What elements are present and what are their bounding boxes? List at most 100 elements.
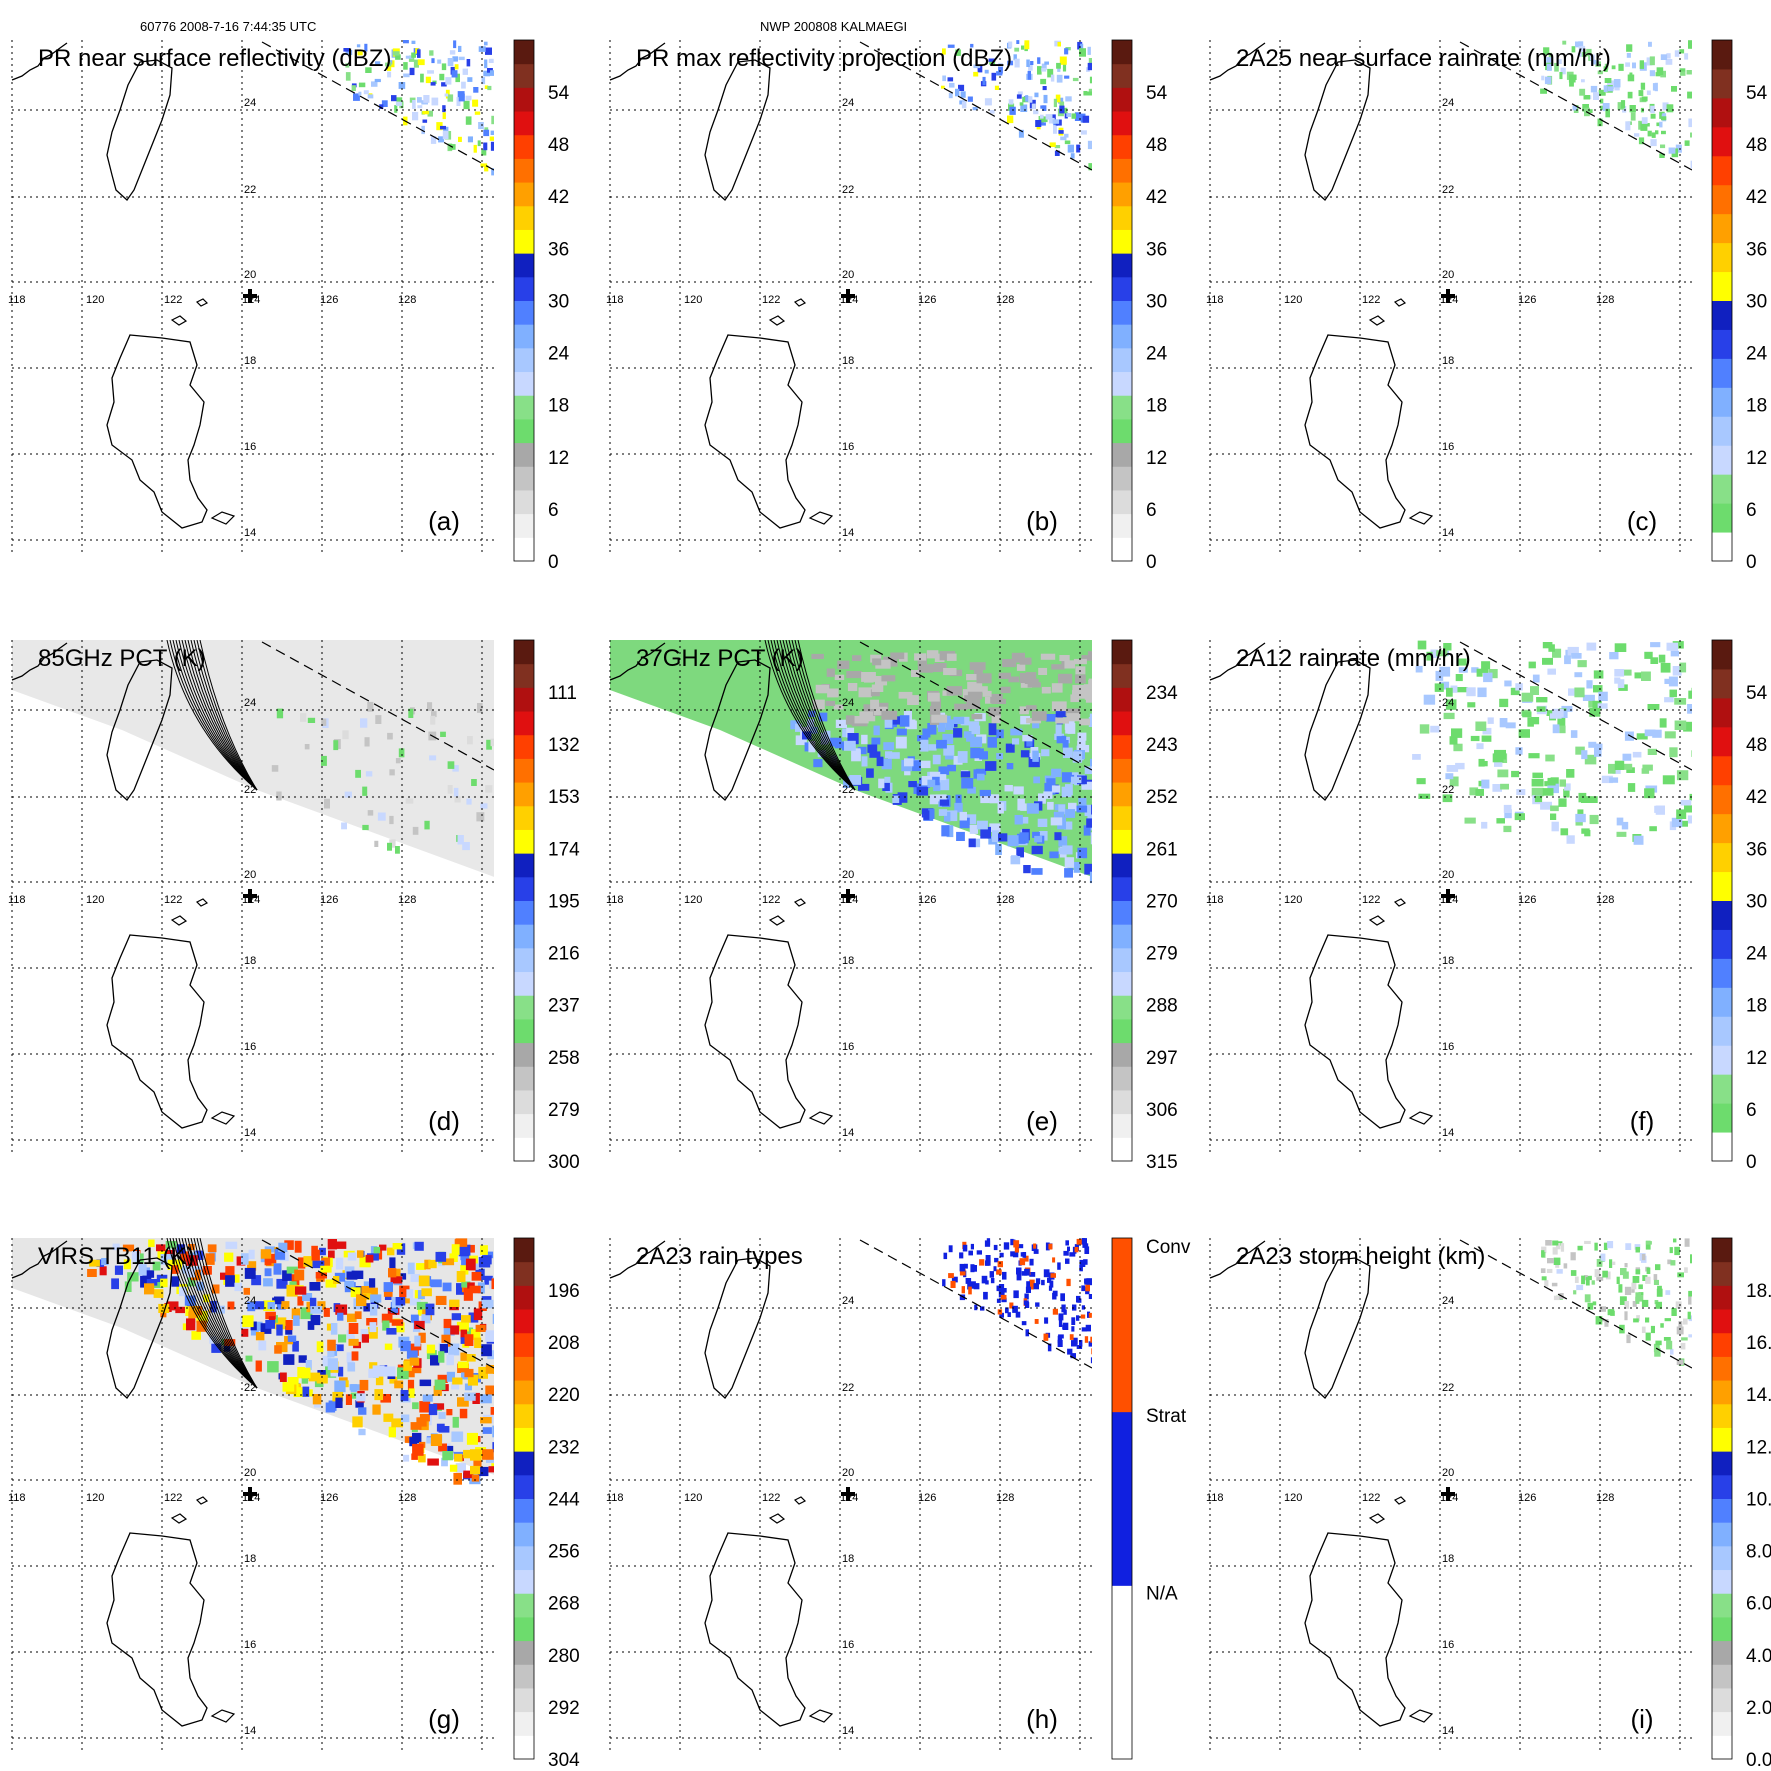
data-pixel [998,64,1003,74]
data-pixel [1666,642,1679,651]
data-pixel [967,786,976,794]
data-pixel [401,1414,410,1423]
data-pixel [1027,803,1039,814]
data-pixel [1660,1323,1664,1328]
colorbar-segment [1712,871,1732,901]
data-pixel [1649,826,1657,832]
data-pixel [452,56,458,62]
colorbar-segment [1712,1016,1732,1046]
data-pixel [224,1252,234,1262]
latitude-label: 24 [842,1295,854,1307]
colorbar-segment [1112,371,1132,396]
data-pixel [463,1449,475,1459]
data-pixel [1082,115,1090,123]
orbit-header: 60776 2008-7-16 7:44:35 UTC [140,19,316,34]
swath-edge-line [859,1239,1092,1369]
data-pixel [1451,728,1463,738]
colorbar-segment [1712,929,1732,959]
latitude-label: 18 [244,1553,256,1565]
data-pixel [1547,668,1556,675]
colorbar-segment [1112,1066,1132,1091]
data-pixel [830,737,842,747]
data-pixel [282,1270,292,1281]
data-pixel [988,707,1001,717]
data-pixel [492,1442,494,1453]
data-pixel [1684,53,1689,60]
data-pixel [1029,1272,1036,1277]
colorbar-segment [1112,734,1132,759]
swath-edge-line [859,41,1092,171]
data-pixel [374,78,381,83]
colorbar-segment [1112,947,1132,973]
data-pixel [1040,653,1056,660]
data-pixel [264,1268,272,1277]
data-pixel [1010,1238,1014,1246]
data-pixel [395,101,402,106]
colorbar-segment [514,1089,534,1115]
data-pixel [327,1339,336,1351]
colorbar-segment [1712,1074,1732,1104]
colorbar-tick-label: 12.0 [1746,1437,1771,1458]
data-pixel [929,706,941,716]
colorbar-segment [1712,813,1732,844]
data-pixel [972,107,978,111]
data-pixel [1087,46,1091,55]
data-pixel [969,824,978,834]
data-pixel [140,1275,152,1288]
data-pixel [1455,674,1463,682]
data-pixel [870,689,880,697]
data-pixel [305,1360,312,1370]
data-pixel [1641,768,1650,774]
data-pixel [1008,41,1013,48]
data-pixel [964,1263,968,1269]
data-pixel [1078,797,1087,810]
data-pixel [1072,1304,1077,1311]
data-pixel [1426,651,1433,661]
data-pixel [400,1341,411,1352]
data-pixel [387,842,392,851]
data-pixel [412,826,419,835]
data-pixel [1088,1312,1092,1318]
longitude-label: 120 [86,894,104,906]
data-pixel [351,1270,364,1279]
data-pixel [1042,105,1047,111]
colorbar-tick-label: 36 [1746,239,1767,260]
data-pixel [430,1434,442,1446]
data-pixel [1013,1290,1019,1299]
data-pixel [1622,753,1632,761]
data-pixel [1073,658,1087,665]
colorbar: 18.016.014.012.010.08.06.04.02.00.0 [1711,1237,1771,1771]
data-pixel [363,90,369,95]
data-pixel [1499,718,1508,728]
data-pixel [1679,662,1687,673]
data-pixel [1080,43,1084,49]
latitude-label: 16 [1442,1639,1454,1651]
data-pixel [896,728,907,736]
data-pixel [366,1318,378,1326]
data-pixel [359,1255,371,1268]
data-pixel [1041,686,1051,694]
data-pixel [858,783,870,791]
data-pixel [427,70,434,74]
data-pixel [1645,1241,1652,1245]
data-pixel [989,1271,994,1278]
colorbar-segment [1712,184,1732,215]
data-pixel [1416,778,1426,785]
data-pixel [465,116,472,125]
data-pixel [815,684,830,694]
data-pixel [928,744,937,751]
data-pixel [357,1250,364,1258]
data-layer [1459,40,1692,171]
colorbar-segment [514,782,534,807]
data-pixel [1076,1295,1081,1303]
colorbar-frame [1111,639,1133,1162]
data-pixel [1647,748,1657,755]
colorbar-segment [1712,1427,1732,1452]
colorbar-segment [514,1042,534,1067]
data-pixel [1084,1246,1090,1254]
data-pixel [1062,740,1069,750]
island-coastline [1368,298,1434,525]
data-pixel [1624,1263,1628,1268]
